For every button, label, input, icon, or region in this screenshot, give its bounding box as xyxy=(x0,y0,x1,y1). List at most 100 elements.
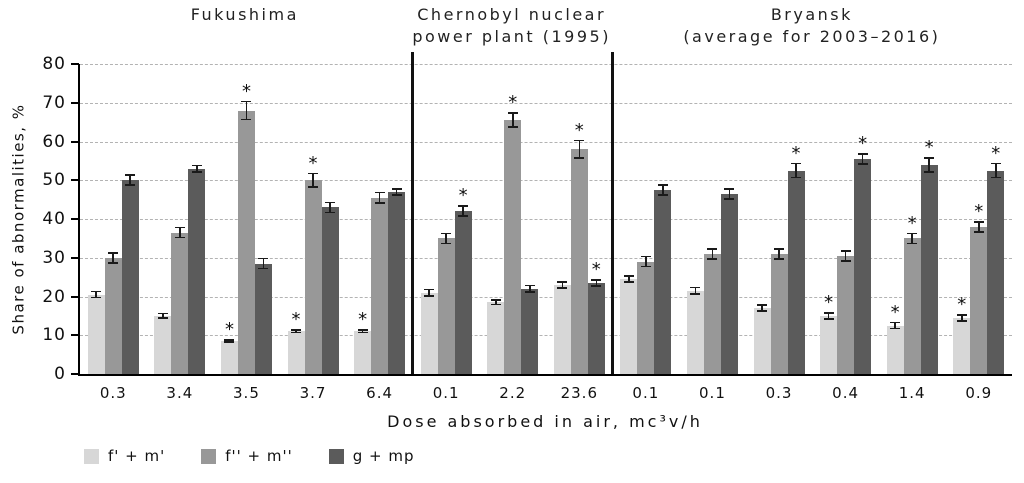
error-bar xyxy=(791,162,802,179)
y-tick-mark xyxy=(71,218,79,220)
gridline-70 xyxy=(80,102,1012,104)
error-bar xyxy=(125,174,136,187)
error-bar xyxy=(325,201,336,214)
bar-group: 3.4 xyxy=(147,64,214,402)
y-tick-label: 20 xyxy=(42,286,66,307)
error-bar xyxy=(657,184,668,196)
error-bar xyxy=(757,304,768,312)
gridline-20 xyxy=(80,296,1012,298)
bar: * xyxy=(854,135,872,374)
bar xyxy=(437,232,455,374)
bar xyxy=(837,250,855,374)
y-tick-label: 30 xyxy=(42,247,66,268)
x-tick-label: 3.5 xyxy=(233,384,260,402)
y-tick-label: 80 xyxy=(42,54,66,74)
bar xyxy=(388,188,406,374)
error-bar xyxy=(690,286,701,295)
significance-asterisk: * xyxy=(991,142,1001,164)
y-tick-label: 50 xyxy=(42,170,66,191)
legend-label: f' + m' xyxy=(108,447,166,465)
x-tick-label: 0.1 xyxy=(632,384,660,402)
x-tick-label: 0.4 xyxy=(832,384,860,402)
y-tick-mark xyxy=(71,256,79,259)
error-bar xyxy=(357,329,368,334)
bar: * xyxy=(587,261,605,374)
error-bar xyxy=(924,157,935,173)
y-tick-label: 0 xyxy=(54,364,66,384)
section-title: Fukushima xyxy=(190,5,299,24)
bar-group: * * 0.4 xyxy=(812,64,879,402)
section-title: Chernobyl nuclear power plant (1995) xyxy=(412,5,611,46)
x-tick-label: 0.3 xyxy=(765,384,793,402)
legend-item: f'' + m'' xyxy=(201,447,293,465)
error-bar xyxy=(191,164,202,173)
error-bar xyxy=(458,205,469,218)
bar xyxy=(487,299,505,374)
error-bar xyxy=(890,321,901,330)
significance-asterisk: * xyxy=(241,80,251,102)
bar xyxy=(553,281,571,374)
error-bar xyxy=(258,257,269,270)
error-bar xyxy=(591,279,602,287)
bar: * xyxy=(220,321,238,374)
section: 0.1 0.1 * 0.3 * * 0.4 * * * 1.4 * * * 0.9 xyxy=(611,52,1012,402)
bar-group: * 6.4 xyxy=(346,64,413,402)
bar: * xyxy=(987,144,1005,374)
significance-asterisk: * xyxy=(574,119,584,141)
error-bar xyxy=(623,275,634,283)
bar-group: * 2.2 xyxy=(479,64,546,402)
x-axis-title: Dose absorbed in air, mc³v/h xyxy=(387,412,703,431)
error-bar xyxy=(640,255,651,268)
y-tick-label: 40 xyxy=(42,209,66,229)
error-bar xyxy=(973,220,984,233)
y-tick-mark xyxy=(71,295,79,298)
bar xyxy=(770,248,788,374)
legend-swatch xyxy=(84,448,99,464)
bar-group: * * 3.7 xyxy=(280,64,347,402)
significance-asterisk: * xyxy=(858,133,868,155)
bar xyxy=(254,257,272,374)
y-tick-mark xyxy=(71,140,79,143)
significance-asterisk: * xyxy=(308,152,318,174)
section-separator xyxy=(611,52,615,374)
y-tick-label: 10 xyxy=(42,325,66,346)
significance-asterisk: * xyxy=(591,259,601,281)
bar xyxy=(121,174,139,374)
bar-group: * 0.1 xyxy=(413,64,480,402)
error-bar xyxy=(424,288,435,297)
bar: * xyxy=(454,187,472,374)
significance-asterisk: * xyxy=(824,292,834,313)
bar: * xyxy=(354,311,372,374)
significance-asterisk: * xyxy=(791,142,801,164)
bar xyxy=(703,248,721,374)
section: 0.3 3.4 * * 3.5 * * 3.7 * 6.4 xyxy=(80,64,413,402)
y-tick-mark xyxy=(71,101,79,104)
bar-group: 0.1 xyxy=(613,64,680,402)
significance-asterisk: * xyxy=(907,212,917,234)
bar: * xyxy=(953,295,971,374)
bar: * xyxy=(903,214,921,374)
error-bar xyxy=(291,329,302,334)
y-tick-label: 60 xyxy=(42,131,66,152)
x-tick-label: 2.2 xyxy=(499,384,527,402)
error-bar xyxy=(374,191,385,204)
bar xyxy=(654,184,672,374)
legend-item: f' + m' xyxy=(84,447,165,465)
significance-asterisk: * xyxy=(890,301,900,323)
y-tick-mark xyxy=(71,63,79,65)
error-bar xyxy=(241,100,252,121)
section-titles: Fukushima Chernobyl nuclear power plant (1… xyxy=(78,4,1012,47)
legend-swatch xyxy=(201,448,217,464)
significance-asterisk: * xyxy=(291,309,301,331)
legend-label: g + mp xyxy=(352,447,415,465)
bar xyxy=(637,255,655,374)
y-tick-mark xyxy=(71,334,79,337)
error-bar xyxy=(174,226,185,239)
significance-asterisk: * xyxy=(224,319,234,341)
bar xyxy=(620,275,638,374)
bar xyxy=(686,286,704,374)
bar: * xyxy=(886,303,904,374)
x-tick-label: 3.4 xyxy=(166,384,194,402)
error-bar xyxy=(774,248,785,260)
